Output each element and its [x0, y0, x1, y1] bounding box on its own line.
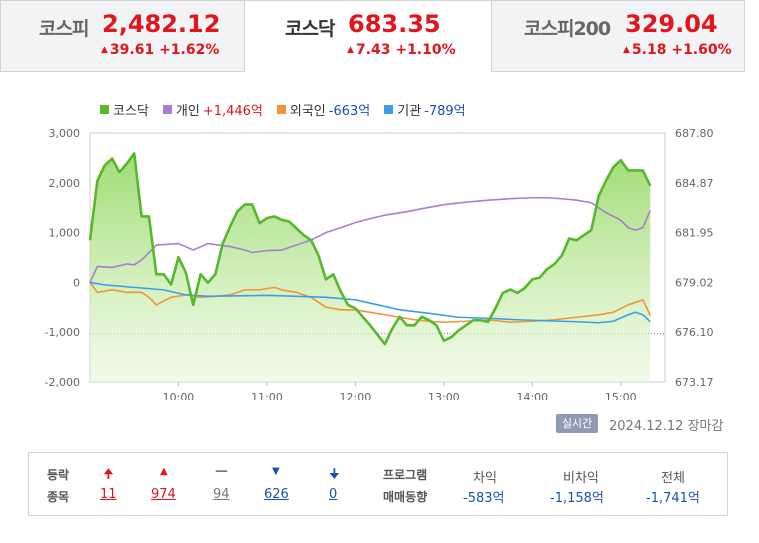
index-tabs: 코스피 2,482.12 ▲ 39.61 +1.62% 코스닥 683.35 ▲ 7…	[0, 0, 745, 73]
legend-item-kosdaq[interactable]: 코스닥	[100, 100, 149, 119]
lower-limit-arrow-icon: 🠋	[329, 467, 340, 482]
legend-swatch	[100, 105, 109, 114]
tab-kospi200[interactable]: 코스피200 329.04 ▲ 5.18 +1.60%	[491, 0, 745, 72]
x-tick-label: 12:00	[340, 391, 372, 400]
market-date: 2024.12.12 장마감	[609, 419, 724, 434]
rise-triangle-icon: ▲	[101, 45, 108, 55]
tab-name: 코스피	[39, 18, 89, 40]
flat-dash-icon: —	[215, 464, 228, 479]
y-left-tick-label: 0	[73, 276, 80, 289]
program-label: 프로그램	[383, 468, 428, 482]
stocks-label: 종목	[47, 490, 70, 504]
y-right-tick-label: 679.02	[675, 276, 714, 289]
flat-count[interactable]: 94	[213, 487, 230, 502]
kosdaq-area	[90, 153, 651, 382]
non-arbitrage-label: 비차익	[563, 471, 599, 486]
y-right-tick-label: 676.10	[675, 326, 714, 339]
legend-swatch	[162, 105, 172, 114]
lower-limit-count[interactable]: 0	[329, 487, 338, 502]
legend-item-individual[interactable]: 개인 +1,446억	[162, 100, 263, 119]
y-left-tick-label: 1,000	[49, 227, 81, 240]
y-right-tick-label: 687.80	[675, 127, 714, 140]
tab-value: 329.04	[625, 10, 718, 38]
rise-fall-label: 등락	[47, 468, 70, 482]
legend-swatch	[276, 105, 286, 114]
y-right-tick-label: 684.87	[675, 177, 714, 190]
chart-legend: 코스닥 개인 +1,446억 외국인 -663억 기관 -789억	[100, 100, 466, 119]
legend-item-institution[interactable]: 기관 -789억	[384, 100, 466, 119]
x-tick-label: 13:00	[428, 391, 460, 400]
rise-count[interactable]: 974	[151, 487, 176, 502]
legend-swatch	[384, 105, 394, 114]
tab-name: 코스피200	[524, 18, 611, 40]
total-label: 전체	[661, 471, 685, 486]
legend-item-foreign[interactable]: 외국인 -663억	[276, 100, 370, 119]
market-summary-panel: 등락 종목 🠉 11 ▲ 974 — 94 ▼ 626 🠋 0 프로그램 매매동…	[28, 452, 728, 516]
upper-limit-count[interactable]: 11	[100, 487, 117, 502]
tab-value: 683.35	[348, 10, 441, 38]
tab-name: 코스닥	[285, 18, 335, 40]
y-left-tick-label: -2,000	[45, 376, 80, 389]
y-left-tick-label: 3,000	[49, 127, 81, 140]
investor-trend-chart: 10:00 11:00 12:00 13:00 14:00 15:00 3,000 2,000…	[45, 127, 714, 400]
series-line-individual	[89, 196, 651, 283]
tab-change: ▲ 39.61 +1.62%	[101, 42, 220, 58]
x-tick-label: 10:00	[163, 391, 195, 400]
y-left-tick-label: 2,000	[49, 177, 81, 190]
y-right-tick-label: 681.95	[675, 227, 714, 240]
rise-triangle-icon: ▲	[623, 45, 630, 55]
rise-triangle-icon: ▲	[160, 466, 168, 477]
upper-limit-arrow-icon: 🠉	[103, 467, 114, 482]
x-tick-label: 14:00	[516, 391, 548, 400]
arbitrage-value: -583억	[463, 491, 505, 506]
total-value: -1,741억	[646, 491, 700, 506]
fall-count[interactable]: 626	[264, 487, 289, 502]
non-arbitrage-value: -1,158억	[550, 491, 604, 506]
y-left-tick-label: -1,000	[45, 326, 80, 339]
fall-triangle-icon: ▼	[272, 466, 280, 477]
trading-trend-label: 매매동향	[383, 490, 428, 504]
tab-kospi[interactable]: 코스피 2,482.12 ▲ 39.61 +1.62%	[0, 0, 245, 72]
series-line-institution	[89, 281, 651, 324]
series-line-foreign	[89, 281, 651, 324]
tab-kosdaq[interactable]: 코스닥 683.35 ▲ 7.43 +1.10%	[245, 0, 491, 73]
x-tick-label: 15:00	[605, 391, 637, 400]
arbitrage-label: 차익	[473, 471, 497, 486]
y-right-tick-label: 673.17	[675, 376, 714, 389]
rise-triangle-icon: ▲	[347, 45, 354, 55]
realtime-button[interactable]: 실시간	[556, 414, 598, 433]
tab-value: 2,482.12	[102, 10, 221, 38]
series-line-kosdaq	[88, 152, 652, 346]
tab-change: ▲ 7.43 +1.10%	[347, 42, 456, 58]
tab-change: ▲ 5.18 +1.60%	[623, 42, 732, 58]
x-tick-label: 11:00	[251, 391, 283, 400]
